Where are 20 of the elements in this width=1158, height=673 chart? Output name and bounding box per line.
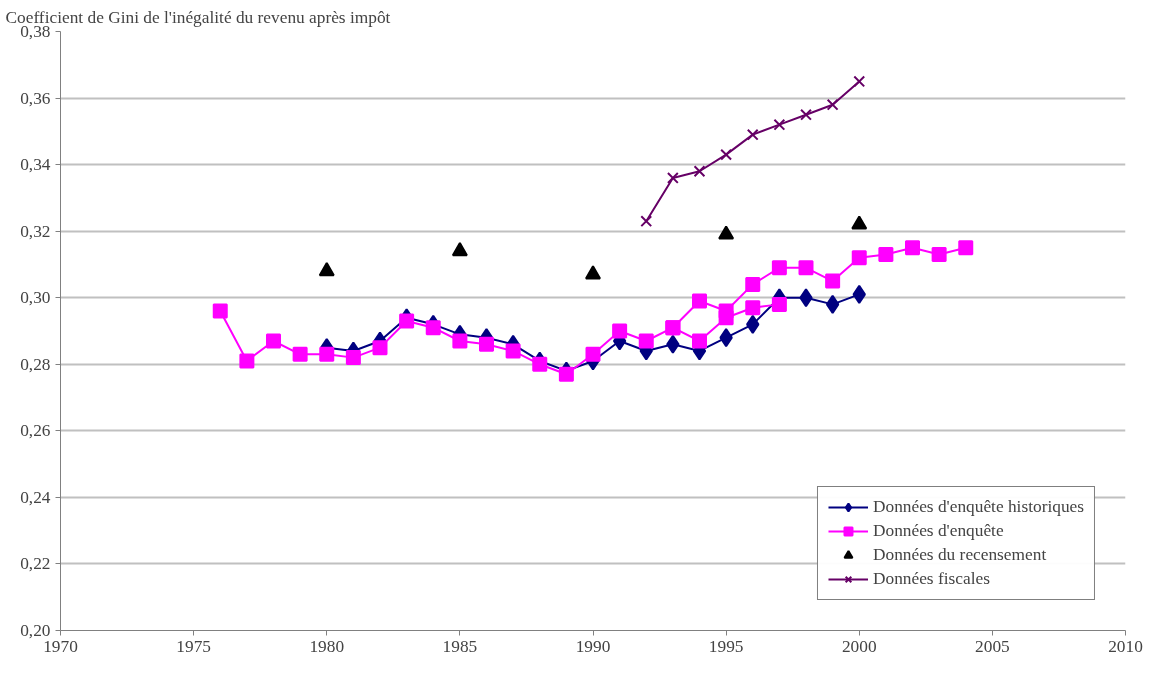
y-tick-label: 0,22	[20, 554, 51, 574]
y-tick-label: 0,30	[20, 288, 51, 308]
x-tick-label: 2005	[975, 636, 1010, 656]
x-tick-label: 1980	[309, 636, 345, 656]
legend-label: Données d'enquête historiques	[872, 497, 1084, 517]
x-tick-label: 2010	[1108, 636, 1143, 656]
legend-label: Données du recensement	[872, 545, 1047, 565]
x-tick-label: 2000	[841, 636, 877, 656]
y-tick-label: 0,36	[20, 88, 51, 108]
y-tick-label: 0,34	[20, 155, 51, 175]
legend-label: Données fiscales	[872, 569, 990, 589]
x-tick-label: 1990	[575, 636, 611, 656]
x-tick-label: 1975	[176, 636, 211, 656]
y-tick-label: 0,32	[20, 221, 51, 241]
y-tick-label: 0,24	[20, 487, 51, 507]
y-tick-label: 0,26	[20, 421, 51, 441]
x-tick-label: 1985	[442, 636, 478, 656]
legend-label: Données d'enquête	[872, 521, 1004, 541]
x-tick-label: 1995	[708, 636, 744, 656]
y-tick-label: 0,28	[20, 354, 51, 374]
